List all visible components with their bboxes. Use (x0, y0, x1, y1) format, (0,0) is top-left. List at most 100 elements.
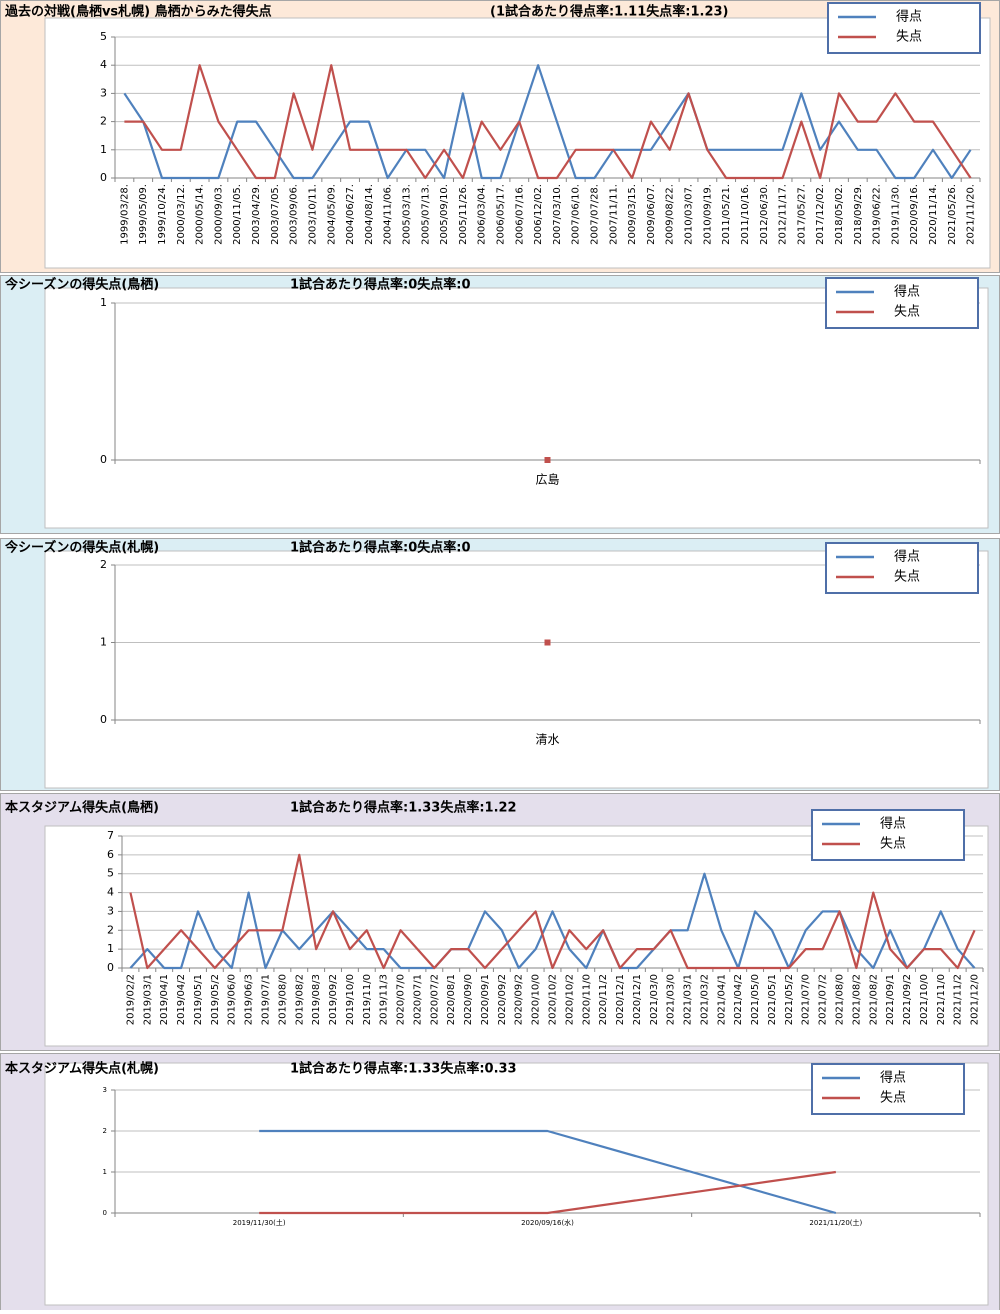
x-tick-label: 2004/08/14. (364, 184, 375, 245)
legend-box (825, 277, 979, 329)
x-tick-label: 2021/08/0 (835, 974, 846, 1025)
x-tick-label: 2020/07/0 (396, 974, 407, 1025)
legend-label: 失点 (880, 1091, 906, 1106)
x-tick-label: 2021/05/1 (767, 974, 778, 1025)
series-line (129, 872, 976, 970)
legend-box (811, 1063, 965, 1115)
x-tick-label: 2010/09/19. (702, 184, 713, 245)
y-tick-label: 2 (100, 115, 107, 128)
data-point (544, 639, 551, 646)
x-tick-label: 2019/03/1 (142, 974, 153, 1025)
x-tick-label: 2020/07/2 (429, 974, 440, 1025)
legend-label: 得点 (880, 816, 906, 832)
legend-label: 失点 (894, 305, 920, 320)
x-tick-label: 2020/11/0 (581, 974, 592, 1025)
x-tick-label: 2019/11/3 (379, 974, 390, 1025)
x-tick-label: 2005/11/26. (458, 184, 469, 245)
chart-title: 今シーズンの得失点(札幌) (4, 540, 159, 556)
x-tick-label: 2021/05/0 (750, 974, 761, 1025)
series-line (124, 64, 972, 180)
x-tick-label: 2004/06/27. (345, 184, 356, 245)
x-tick-label: 2021/03/2 (699, 974, 710, 1025)
x-tick-label: 2019/04/1 (159, 974, 170, 1025)
x-tick-label: 2006/12/02. (533, 184, 544, 245)
x-tick-label: 2019/08/0 (277, 974, 288, 1025)
x-tick-label: 2021/08/2 (851, 974, 862, 1025)
x-tick-label: 2012/06/30. (759, 184, 770, 245)
y-tick-label: 0 (100, 453, 107, 466)
x-tick-label: 2020/09/16(水) (521, 1218, 574, 1227)
legend-box (825, 542, 979, 594)
y-tick-label: 1 (107, 942, 114, 955)
x-tick-label: 2021/07/0 (801, 974, 812, 1025)
x-tick-label: 2007/11/11. (608, 184, 619, 245)
legend-label: 得点 (880, 1070, 906, 1086)
x-tick-label: 2021/11/20(土) (809, 1218, 862, 1227)
x-tick-label: 1999/03/28. (119, 184, 130, 245)
x-tick-label: 2020/09/0 (463, 974, 474, 1025)
x-tick-label: 2019/08/2 (294, 974, 305, 1025)
x-tick-label: 2019/11/30. (890, 184, 901, 245)
x-tick-label: 2021/09/1 (885, 974, 896, 1025)
x-tick-label: 2009/06/07. (646, 184, 657, 245)
x-tick-label: 2021/05/2 (784, 974, 795, 1025)
chart-subtitle: (1試合あたり得点率:1.11失点率:1.23) (490, 4, 728, 20)
x-tick-label: 2006/03/04. (477, 184, 488, 245)
x-tick-label: 2021/03/1 (683, 974, 694, 1025)
y-tick-label: 0 (103, 1209, 107, 1217)
x-tick-label: 2021/05/26. (947, 184, 958, 245)
x-tick-label: 2000/03/12. (176, 184, 187, 245)
chart-title: 本スタジアム得失点(鳥栖) (5, 800, 159, 816)
chart-title: 今シーズンの得失点(鳥栖) (4, 277, 159, 293)
x-tick-label: 2020/09/2 (497, 974, 508, 1025)
x-tick-label: 2019/06/22. (872, 184, 883, 245)
chart-subtitle: 1試合あたり得点率:0失点率:0 (290, 540, 471, 556)
y-tick-label: 5 (107, 867, 114, 880)
x-tick-label: 2005/07/13. (420, 184, 431, 245)
x-tick-label: 清水 (535, 733, 559, 747)
x-tick-label: 2020/11/2 (598, 974, 609, 1025)
y-tick-label: 6 (107, 848, 114, 861)
x-tick-label: 2021/10/0 (919, 974, 930, 1025)
x-tick-label: 2012/11/17. (778, 184, 789, 245)
y-tick-label: 1 (100, 296, 107, 309)
x-tick-label: 2021/03/0 (649, 974, 660, 1025)
chart-area (44, 825, 989, 1047)
x-tick-label: 2003/07/05. (270, 184, 281, 245)
y-tick-label: 3 (103, 1086, 107, 1094)
y-tick-label: 3 (100, 86, 107, 99)
x-tick-label: 2009/03/15. (627, 184, 638, 245)
chart-subtitle: 1試合あたり得点率:0失点率:0 (290, 277, 471, 293)
x-tick-label: 1999/10/24. (157, 184, 168, 245)
legend-label: 失点 (896, 30, 922, 45)
legend-label: 得点 (896, 9, 922, 25)
x-tick-label: 2019/10/0 (345, 974, 356, 1025)
x-tick-label: 2011/10/16. (740, 184, 751, 245)
x-tick-label: 2018/09/29. (853, 184, 864, 245)
x-tick-label: 2020/10/2 (564, 974, 575, 1025)
x-tick-label: 2004/11/06. (383, 184, 394, 245)
x-tick-label: 2017/12/02. (815, 184, 826, 245)
x-tick-label: 2019/09/2 (328, 974, 339, 1025)
series-line (129, 853, 976, 970)
x-tick-label: 2007/06/10. (571, 184, 582, 245)
x-tick-label: 2019/02/2 (125, 974, 136, 1025)
x-tick-label: 2021/04/2 (733, 974, 744, 1025)
y-tick-label: 0 (100, 713, 107, 726)
x-tick-label: 2017/05/27. (796, 184, 807, 245)
x-tick-label: 2020/07/1 (412, 974, 423, 1025)
y-tick-label: 0 (100, 171, 107, 184)
x-tick-label: 広島 (535, 472, 559, 487)
x-tick-label: 2019/07/1 (261, 974, 272, 1025)
x-tick-label: 2020/10/2 (548, 974, 559, 1025)
x-tick-label: 2021/08/2 (868, 974, 879, 1025)
y-tick-label: 3 (107, 904, 114, 917)
x-tick-label: 2009/08/22. (665, 184, 676, 245)
y-tick-label: 1 (103, 1168, 107, 1176)
x-tick-label: 2021/07/2 (818, 974, 829, 1025)
y-tick-label: 1 (100, 143, 107, 156)
x-tick-label: 2003/04/29. (251, 184, 262, 245)
x-tick-label: 2021/11/2 (953, 974, 964, 1025)
x-tick-label: 2020/09/1 (480, 974, 491, 1025)
chart-subtitle: 1試合あたり得点率:1.33失点率:0.33 (290, 1061, 517, 1077)
